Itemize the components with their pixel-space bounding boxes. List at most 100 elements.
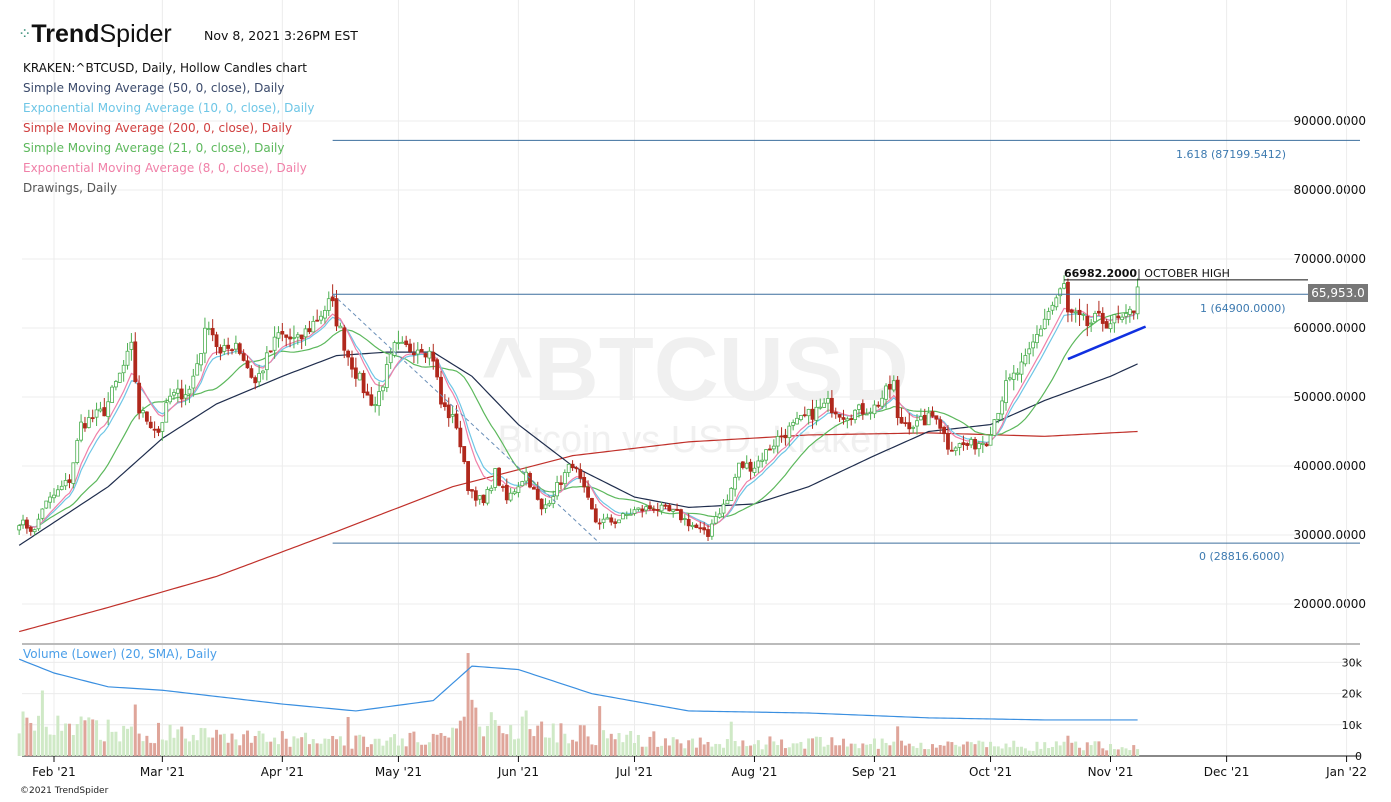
volume-bar: [540, 721, 544, 756]
volume-bar: [211, 737, 215, 756]
candle-body: [1104, 321, 1109, 329]
volume-bar: [776, 745, 780, 756]
volume-bar: [451, 727, 455, 756]
volume-bar: [60, 730, 64, 756]
candle-body: [1069, 309, 1074, 313]
candle-body: [539, 498, 544, 510]
candle-body: [168, 395, 173, 403]
volume-bar: [992, 746, 996, 756]
candle-body: [172, 392, 176, 396]
candle-body: [106, 401, 111, 417]
volume-bar: [524, 710, 528, 756]
candle-body: [179, 388, 184, 400]
candle-body: [381, 386, 385, 392]
candle-body: [1097, 310, 1101, 314]
candle-body: [624, 514, 629, 516]
volume-bar: [1008, 747, 1012, 756]
legend-item[interactable]: Drawings, Daily: [23, 181, 118, 195]
volume-bar: [48, 734, 52, 756]
candle-body: [698, 527, 703, 530]
volume-bar: [872, 738, 876, 756]
volume-bar: [516, 738, 520, 756]
x-tick-label: Oct '21: [969, 765, 1012, 779]
candle-body: [977, 443, 981, 450]
volume-bar: [381, 745, 385, 756]
volume-bar: [400, 738, 404, 756]
volume-tick-label: 30k: [1342, 656, 1363, 669]
volume-bar: [276, 744, 280, 756]
volume-bar: [44, 726, 48, 756]
volume-bar: [505, 734, 509, 756]
candle-body: [114, 381, 118, 388]
legend-item[interactable]: Exponential Moving Average (8, 0, close)…: [23, 161, 307, 175]
volume-bar: [64, 723, 68, 756]
candle-body: [918, 416, 923, 421]
volume-bar: [1112, 749, 1116, 756]
volume-bar: [149, 742, 153, 756]
volume-bar: [126, 728, 130, 756]
candle-body: [713, 516, 718, 524]
volume-bar: [807, 738, 811, 756]
volume-bar: [1054, 741, 1058, 756]
fib-1-label: 1 (64900.0000): [1200, 302, 1286, 315]
volume-bar: [648, 736, 652, 756]
volume-bar: [822, 746, 826, 756]
volume-bar: [768, 736, 772, 756]
volume-bar: [671, 737, 675, 756]
volume-bar: [559, 723, 563, 756]
x-tick-label: Sep '21: [852, 765, 897, 779]
candle-body: [28, 526, 33, 532]
volume-bar: [427, 742, 431, 756]
volume-bar: [242, 734, 246, 756]
candle-body: [601, 518, 606, 523]
candle-body: [431, 351, 436, 362]
volume-bar: [977, 740, 981, 756]
fib-0-label: 0 (28816.6000): [1199, 550, 1285, 563]
volume-bar: [331, 735, 335, 756]
candle-body: [357, 372, 362, 381]
fib-1618-label: 1.618 (87199.5412): [1176, 148, 1287, 161]
legend-item[interactable]: Simple Moving Average (50, 0, close), Da…: [23, 81, 285, 95]
candle-body: [969, 439, 974, 446]
candle-body: [609, 517, 614, 523]
candle-body: [1054, 297, 1059, 308]
volume-bar: [466, 653, 470, 756]
candle-body: [528, 472, 532, 488]
volume-bar: [1043, 742, 1047, 756]
volume-bar: [942, 745, 946, 756]
volume-bar: [1101, 748, 1105, 756]
volume-bar: [335, 739, 339, 756]
volume-bar: [133, 704, 137, 756]
legend-item[interactable]: Simple Moving Average (200, 0, close), D…: [23, 121, 293, 135]
candle-body: [520, 481, 525, 487]
candle-body: [690, 524, 695, 528]
volume-bar: [787, 747, 791, 756]
candle-body: [934, 415, 939, 420]
volume-bar: [1120, 747, 1124, 756]
candle-body: [361, 372, 366, 394]
volume-bar: [75, 724, 79, 756]
candle-body: [1100, 312, 1105, 324]
candle-body: [497, 467, 501, 486]
volume-bar: [1039, 748, 1043, 756]
volume-bar: [896, 726, 900, 756]
candle-body: [1000, 400, 1005, 415]
candle-body: [384, 364, 389, 388]
candle-body: [466, 461, 470, 491]
volume-bar: [412, 731, 416, 756]
legend-item[interactable]: Simple Moving Average (21, 0, close), Da…: [23, 141, 285, 155]
y-tick-label: 80000.0000: [1293, 183, 1366, 197]
volume-bar: [509, 725, 513, 756]
candle-body: [1015, 372, 1020, 375]
volume-bar: [574, 741, 578, 756]
volume-bar: [834, 745, 838, 756]
candle-body: [1031, 341, 1036, 349]
candle-body: [535, 488, 540, 500]
candle-body: [1131, 310, 1136, 313]
legend-item[interactable]: Exponential Moving Average (10, 0, close…: [23, 101, 315, 115]
volume-bar: [749, 745, 753, 756]
volume-bar: [683, 748, 687, 756]
volume-bar: [261, 733, 265, 756]
candle-body: [326, 298, 331, 311]
